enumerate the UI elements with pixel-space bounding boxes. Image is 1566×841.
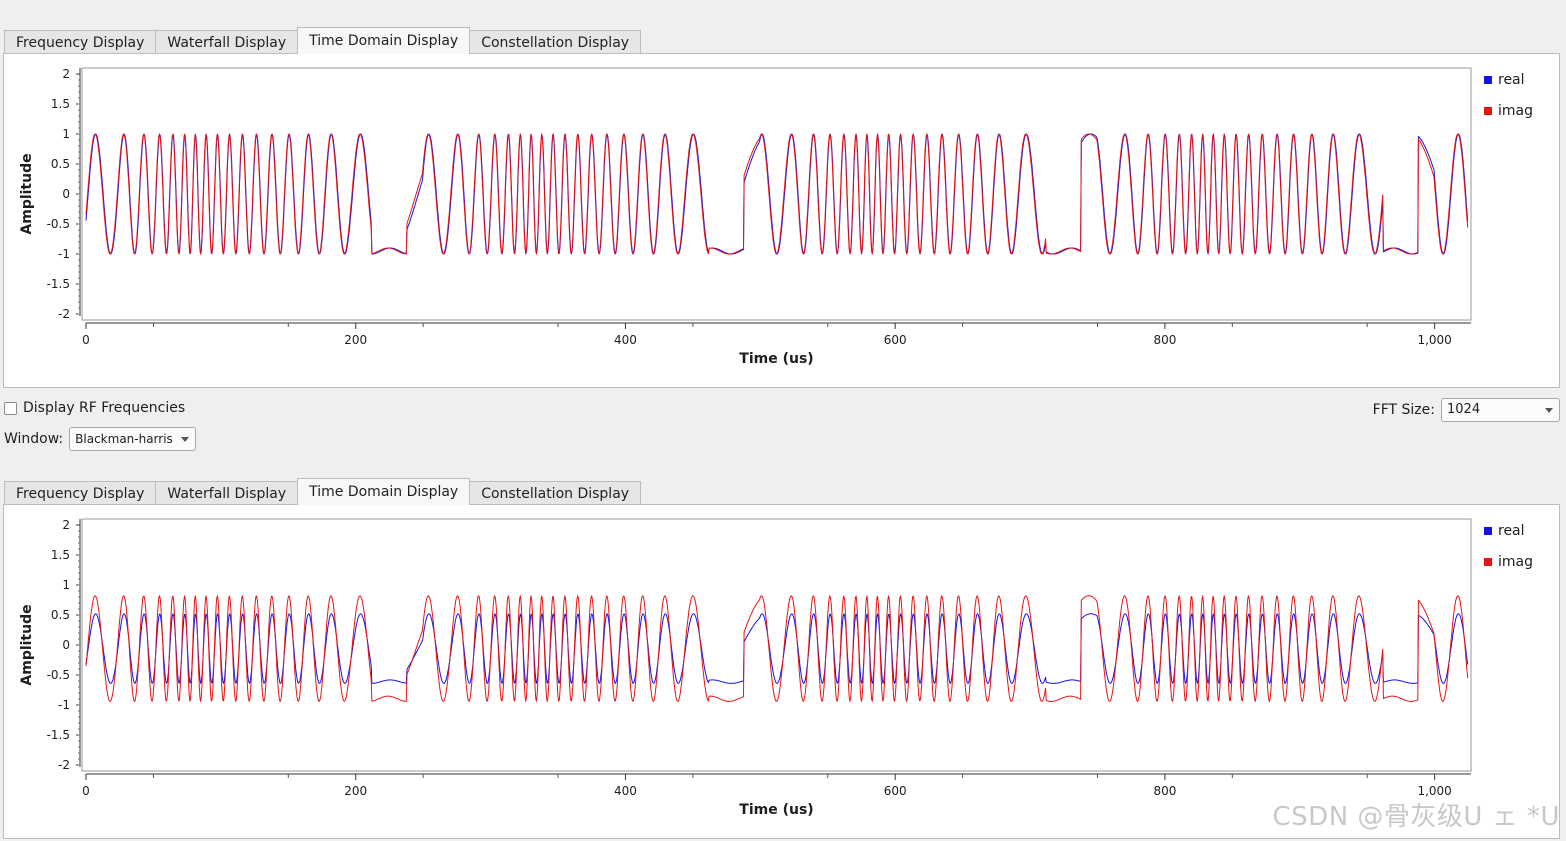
tab-bar-top: Frequency Display Waterfall Display Time… bbox=[4, 27, 642, 54]
window-row: Window: Blackman-harris bbox=[4, 427, 196, 451]
x-tick-label: 0 bbox=[82, 333, 90, 347]
display-rf-checkbox[interactable] bbox=[4, 401, 17, 415]
legend-item-real[interactable]: real bbox=[1484, 515, 1533, 546]
x-tick-label: 1,000 bbox=[1417, 784, 1451, 798]
y-tick-label: 0 bbox=[62, 638, 70, 652]
y-tick-label: -0.5 bbox=[47, 668, 70, 682]
tab-waterfall-display[interactable]: Waterfall Display bbox=[155, 481, 299, 505]
time-domain-plot-top[interactable]: 2 1.5 1 0.5 0 -0.5 -1 -1.5 -2 0 200 400 600 800 1,000 T… bbox=[4, 54, 1559, 387]
x-tick-label: 400 bbox=[614, 784, 637, 798]
legend-item-imag[interactable]: imag bbox=[1484, 546, 1533, 577]
legend-top: real imag bbox=[1484, 64, 1533, 126]
y-tick-label: 1.5 bbox=[51, 97, 70, 111]
x-tick-label: 0 bbox=[82, 784, 90, 798]
legend-swatch-imag bbox=[1484, 106, 1492, 115]
legend-item-real[interactable]: real bbox=[1484, 64, 1533, 95]
tab-waterfall-display[interactable]: Waterfall Display bbox=[155, 30, 299, 54]
legend-label-real: real bbox=[1498, 522, 1525, 539]
fft-size-row: FFT Size: 1024 bbox=[1373, 398, 1560, 422]
y-tick-label: -2 bbox=[58, 758, 70, 772]
series-line-imag bbox=[85, 595, 1469, 702]
y-tick-label: 1 bbox=[62, 578, 70, 592]
plot-frame bbox=[81, 67, 1472, 321]
display-controls: Display RF Frequencies Window: Blackman-… bbox=[0, 396, 1566, 451]
time-domain-plot-bottom[interactable]: 2 1.5 1 0.5 0 -0.5 -1 -1.5 -2 0 200 400 600 800 1,000 T… bbox=[4, 505, 1559, 838]
y-axis-title: Amplitude bbox=[19, 604, 35, 685]
tab-bar-bottom: Frequency Display Waterfall Display Time… bbox=[4, 478, 642, 505]
y-tick-label: 0.5 bbox=[51, 608, 70, 622]
x-axis-title: Time (us) bbox=[739, 351, 813, 367]
display-rf-label: Display RF Frequencies bbox=[23, 400, 186, 416]
y-tick-label: 2 bbox=[62, 67, 70, 81]
x-tick-label: 800 bbox=[1153, 333, 1176, 347]
legend-item-imag[interactable]: imag bbox=[1484, 95, 1533, 126]
watermark: CSDN @骨灰级U ェ *U bbox=[1272, 802, 1560, 832]
x-tick-label: 400 bbox=[614, 333, 637, 347]
tab-constellation-display[interactable]: Constellation Display bbox=[469, 481, 642, 505]
x-tick-label: 1,000 bbox=[1417, 333, 1451, 347]
x-axis-title: Time (us) bbox=[739, 802, 813, 818]
fft-size-label: FFT Size: bbox=[1372, 402, 1435, 418]
tab-time-domain-display[interactable]: Time Domain Display bbox=[297, 27, 471, 54]
x-tick-label: 800 bbox=[1153, 784, 1176, 798]
y-tick-label: -1 bbox=[58, 698, 70, 712]
y-tick-label: -1.5 bbox=[47, 277, 70, 291]
window-select-value: Blackman-harris bbox=[75, 432, 173, 446]
x-tick-label: 200 bbox=[344, 333, 367, 347]
legend-bottom: real imag bbox=[1484, 515, 1533, 577]
legend-swatch-imag bbox=[1484, 557, 1492, 566]
chevron-down-icon bbox=[180, 437, 189, 442]
window-select[interactable]: Blackman-harris bbox=[69, 427, 196, 451]
y-axis-title: Amplitude bbox=[19, 153, 35, 234]
series-line-imag bbox=[85, 133, 1469, 255]
window-label: Window: bbox=[4, 431, 64, 447]
plot-frame bbox=[81, 518, 1472, 772]
tab-constellation-display[interactable]: Constellation Display bbox=[469, 30, 642, 54]
legend-label-imag: imag bbox=[1498, 102, 1533, 119]
chevron-down-icon bbox=[1545, 408, 1553, 413]
y-tick-label: 1 bbox=[62, 127, 70, 141]
tab-frequency-display[interactable]: Frequency Display bbox=[4, 481, 157, 505]
tab-time-domain-display[interactable]: Time Domain Display bbox=[297, 478, 471, 505]
display-rf-row[interactable]: Display RF Frequencies bbox=[4, 400, 185, 416]
y-tick-label: 0.5 bbox=[51, 157, 70, 171]
legend-swatch-real bbox=[1484, 75, 1492, 84]
y-tick-label: 1.5 bbox=[51, 548, 70, 562]
x-tick-label: 200 bbox=[344, 784, 367, 798]
y-tick-label: -1.5 bbox=[47, 728, 70, 742]
fft-size-select[interactable]: 1024 bbox=[1441, 398, 1560, 422]
time-domain-panel-top: 2 1.5 1 0.5 0 -0.5 -1 -1.5 -2 0 200 400 600 800 1,000 T… bbox=[3, 53, 1560, 388]
y-tick-label: -1 bbox=[58, 247, 70, 261]
y-tick-label: 2 bbox=[62, 518, 70, 532]
legend-swatch-real bbox=[1484, 526, 1492, 535]
y-tick-label: -0.5 bbox=[47, 217, 70, 231]
tab-frequency-display[interactable]: Frequency Display bbox=[4, 30, 157, 54]
legend-label-imag: imag bbox=[1498, 553, 1533, 570]
y-tick-label: -2 bbox=[58, 307, 70, 321]
legend-label-real: real bbox=[1498, 71, 1525, 88]
y-tick-label: 0 bbox=[62, 187, 70, 201]
x-tick-label: 600 bbox=[884, 333, 907, 347]
x-tick-label: 600 bbox=[884, 784, 907, 798]
time-domain-panel-bottom: 2 1.5 1 0.5 0 -0.5 -1 -1.5 -2 0 200 400 600 800 1,000 T… bbox=[3, 504, 1560, 839]
fft-size-value: 1024 bbox=[1447, 402, 1481, 417]
